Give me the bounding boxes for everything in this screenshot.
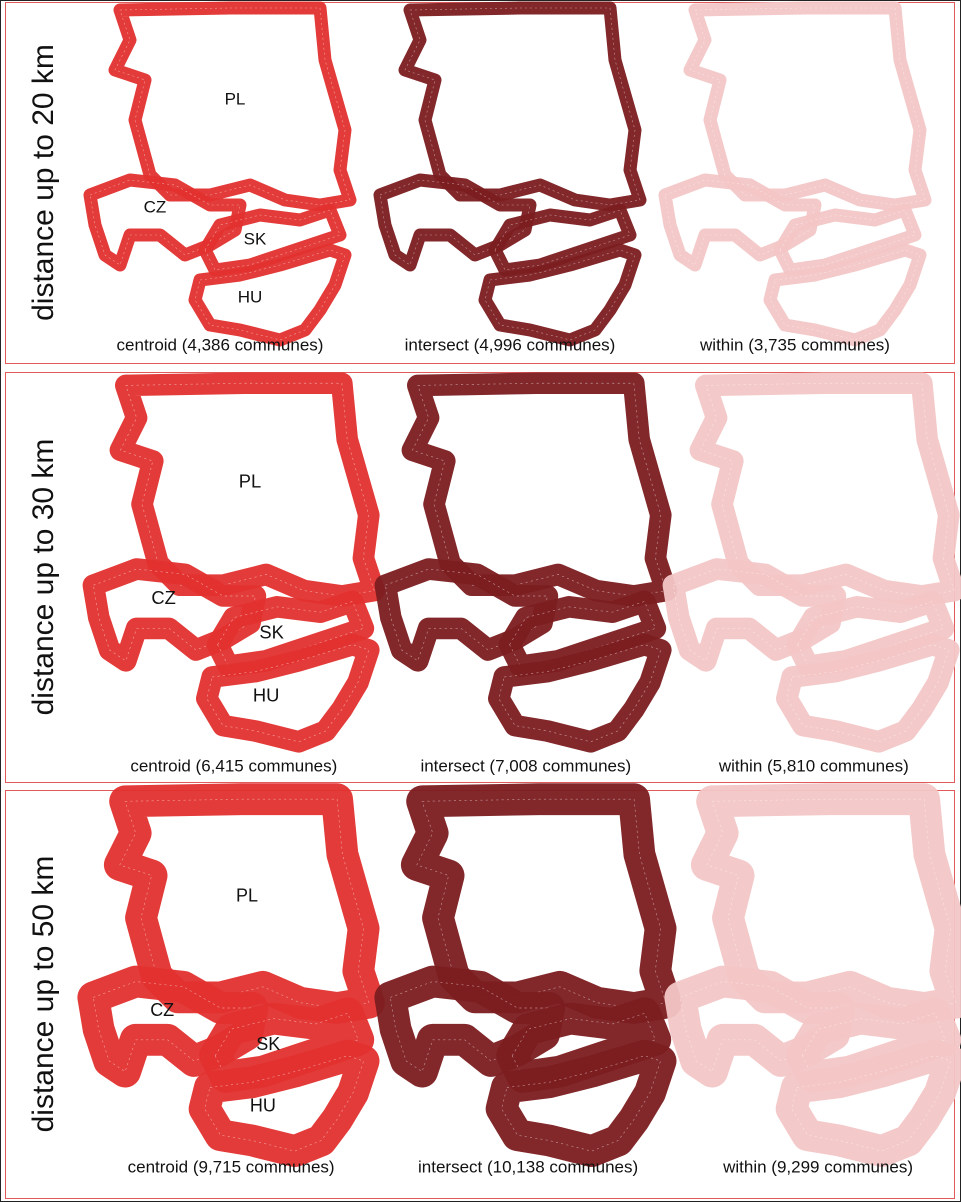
border-band [690, 783, 961, 1024]
country-label: HU [250, 1095, 276, 1115]
border-band [689, 372, 961, 607]
border-line [791, 1055, 952, 1152]
border-line [206, 644, 370, 743]
border-line [769, 249, 921, 341]
border-band [108, 1, 357, 212]
border-line [204, 209, 341, 271]
country-label: HU [253, 684, 280, 705]
map [662, 372, 961, 753]
map-caption: centroid (9,715 communes) [128, 1157, 335, 1176]
border-band [103, 783, 385, 1024]
map-caption: within (3,735 communes) [699, 335, 890, 354]
map [373, 1, 647, 347]
row-label: distance up to 30 km [27, 439, 60, 716]
map-caption: within (9,299 communes) [722, 1157, 913, 1176]
border-line [484, 249, 636, 341]
country-label: SK [244, 229, 267, 248]
border-band [109, 372, 386, 607]
map [374, 783, 682, 1167]
border-band [401, 372, 678, 607]
border-line [494, 209, 631, 271]
row-label: distance up to 20 km [27, 44, 60, 321]
country-label: CZ [150, 1000, 174, 1020]
border-line [194, 249, 346, 341]
map-caption: intersect (7,008 communes) [420, 756, 631, 775]
map-caption: intersect (10,138 communes) [418, 1157, 638, 1176]
country-label: PL [225, 89, 246, 108]
map: PL CZ SK HU [82, 372, 386, 753]
border-band [400, 783, 682, 1024]
country-label: CZ [151, 587, 175, 608]
map-caption: intersect (4,996 communes) [405, 335, 616, 354]
border-line [664, 179, 816, 266]
border-line [204, 1055, 365, 1152]
border-band [398, 1, 647, 212]
country-label: SK [259, 622, 284, 643]
map-caption: centroid (6,415 communes) [130, 756, 337, 775]
row-label: distance up to 50 km [27, 856, 60, 1133]
map [374, 372, 678, 753]
border-line [786, 644, 950, 743]
map [664, 783, 961, 1167]
country-label: PL [239, 470, 261, 491]
country-label: SK [256, 1034, 280, 1054]
country-label: CZ [144, 197, 167, 216]
country-label: HU [238, 287, 263, 306]
border-band [683, 1, 932, 212]
map-caption: centroid (4,386 communes) [117, 335, 324, 354]
border-line [779, 209, 916, 271]
border-line [379, 179, 531, 266]
map [658, 1, 932, 347]
map-caption: within (5,810 communes) [718, 756, 909, 775]
country-label: PL [236, 885, 258, 905]
border-line [501, 1055, 662, 1152]
map: PL CZ SK HU [77, 783, 385, 1167]
map: PL CZ SK HU [83, 1, 357, 347]
border-line [498, 644, 662, 743]
border-line [89, 179, 241, 266]
